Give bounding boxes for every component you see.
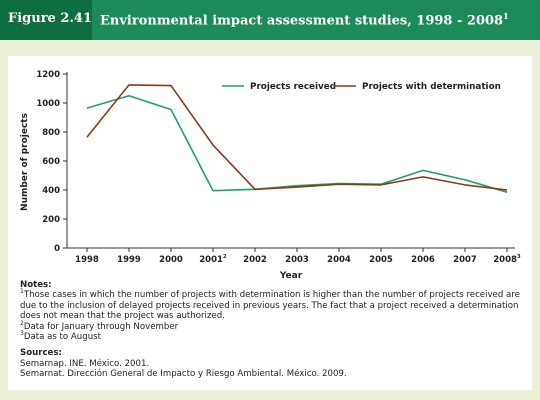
- x-tick-label: 20012: [199, 254, 227, 265]
- y-tick-label: 1200: [36, 70, 60, 80]
- figure-title-sup: 1: [503, 11, 509, 21]
- x-tick-label: 2005: [369, 255, 393, 265]
- notes-list: 1Those cases in which the number of proj…: [20, 288, 530, 343]
- chart-axes: 0 200 400 600 800 1000 1200 1998 1999 2000 20012 20…: [36, 70, 521, 265]
- x-tick-footnote-sup: 2: [223, 254, 227, 260]
- note-item: 3Data as to August: [20, 330, 530, 343]
- note-text: Data for January through November: [23, 321, 179, 332]
- y-tick-label: 200: [42, 215, 60, 225]
- y-axis-label: Number of projects: [20, 113, 30, 211]
- series-line-received: [86, 95, 508, 193]
- notes-heading: Notes:: [20, 280, 52, 290]
- x-tick-label: 1999: [117, 255, 141, 265]
- x-tick-label: 20083: [493, 254, 521, 265]
- x-tick-label: 2006: [411, 255, 435, 265]
- figure-title-text: Environmental impact assessment studies,…: [100, 13, 504, 29]
- source-item: Semarnap. INE. México. 2001.: [20, 358, 150, 369]
- note-text: Those cases in which the number of proje…: [20, 290, 520, 322]
- x-tick-footnote-sup: 3: [517, 254, 521, 260]
- y-tick-label: 1000: [36, 99, 60, 109]
- note-number: 1: [20, 288, 24, 296]
- note-item: 1Those cases in which the number of proj…: [20, 288, 530, 322]
- series-line-determination: [86, 84, 508, 191]
- x-tick-label: 2004: [327, 255, 351, 265]
- y-tick-label: 600: [42, 157, 60, 167]
- y-tick-label: 0: [54, 244, 60, 254]
- figure-title: Environmental impact assessment studies,…: [100, 11, 509, 28]
- chart-panel: [8, 56, 532, 390]
- legend-label-determination: Projects with determination: [362, 82, 501, 92]
- x-tick-label: 2000: [159, 255, 183, 265]
- legend-label-received: Projects received: [250, 82, 336, 92]
- chart-series: [86, 84, 508, 193]
- chart-legend: Projects received Projects with determina…: [222, 82, 501, 92]
- x-tick-label: 2002: [243, 255, 267, 265]
- sources-heading: Sources:: [20, 348, 62, 359]
- x-tick-label: 2007: [453, 255, 477, 265]
- source-item: Semarnat. Dirección General de Impacto y…: [20, 369, 347, 380]
- sources-list: Semarnap. INE. México. 2001. Semarnat. Di…: [20, 359, 530, 380]
- figure-header: Figure 2.41 Environmental impact assessm…: [0, 0, 540, 40]
- sources-section: Sources: Semarnap. INE. México. 2001. Sem…: [20, 348, 530, 379]
- note-number: 2: [20, 319, 24, 327]
- note-item: 2Data for January through November: [20, 319, 530, 332]
- figure-label: Figure 2.41: [8, 11, 93, 26]
- y-tick-label: 800: [42, 128, 60, 138]
- note-number: 3: [20, 330, 24, 338]
- x-tick-label: 2003: [285, 255, 309, 265]
- y-tick-label: 400: [42, 186, 60, 196]
- x-tick-label: 1998: [75, 255, 99, 265]
- note-text: Data as to August: [23, 332, 101, 343]
- figure-label-tab: Figure 2.41: [0, 0, 92, 40]
- x-axis-label: Year: [279, 271, 303, 281]
- notes-section: Notes: 1Those cases in which the number …: [20, 280, 530, 380]
